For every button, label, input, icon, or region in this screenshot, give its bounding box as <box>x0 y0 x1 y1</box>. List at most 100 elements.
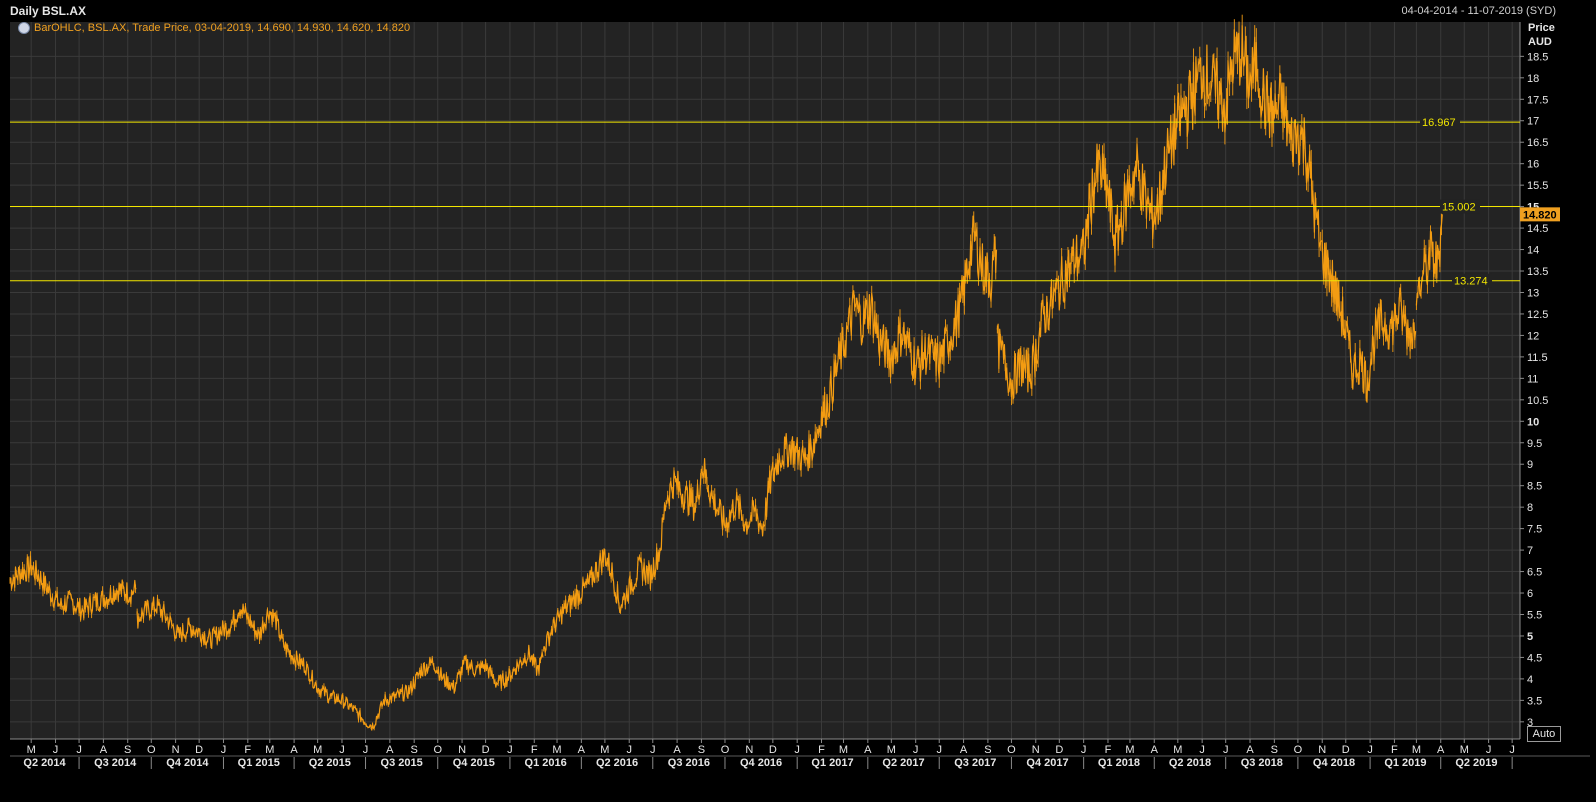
month-tick-label: J <box>507 744 513 756</box>
month-tick-label: N <box>172 744 180 756</box>
month-tick-label: J <box>76 744 82 756</box>
month-tick-label: M <box>1412 744 1421 756</box>
y-tick-label: 6.5 <box>1527 567 1542 579</box>
reference-line-label: 16.967 <box>1422 117 1456 129</box>
auto-scale-button[interactable]: Auto <box>1527 726 1561 742</box>
month-tick-label: D <box>1342 744 1350 756</box>
month-tick-label: M <box>600 744 609 756</box>
month-tick-label: J <box>339 744 345 756</box>
series-legend[interactable]: BarOHLC, BSL.AX, Trade Price, 03-04-2019… <box>18 22 410 34</box>
y-tick-label: 14.5 <box>1527 223 1548 235</box>
month-tick-label: F <box>244 744 251 756</box>
y-tick-label: 8 <box>1527 502 1533 514</box>
quarter-tick-label: Q4 2018 <box>1313 757 1355 769</box>
month-tick-label: J <box>1509 744 1515 756</box>
y-tick-label: 12.5 <box>1527 309 1548 321</box>
y-tick-label: 12 <box>1527 330 1539 342</box>
month-tick-label: S <box>698 744 705 756</box>
month-tick-label: J <box>1199 744 1205 756</box>
month-tick-label: O <box>433 744 442 756</box>
reference-label-bg <box>1452 273 1492 288</box>
month-tick-label: N <box>1032 744 1040 756</box>
reference-line-label: 13.274 <box>1454 276 1488 288</box>
quarter-tick-label: Q3 2015 <box>381 757 423 769</box>
month-tick-label: N <box>1318 744 1326 756</box>
y-tick-label: 11 <box>1527 373 1538 385</box>
month-tick-label: F <box>1105 744 1112 756</box>
month-tick-label: F <box>818 744 825 756</box>
quarter-tick-label: Q2 2016 <box>596 757 638 769</box>
month-tick-label: F <box>1391 744 1398 756</box>
month-tick-label: M <box>1173 744 1182 756</box>
quarter-tick-label: Q3 2018 <box>1241 757 1283 769</box>
plot-area <box>10 22 1520 739</box>
month-tick-label: D <box>482 744 490 756</box>
axis-title-price: Price <box>1528 22 1555 34</box>
month-tick-label: S <box>1271 744 1278 756</box>
quarter-tick-label: Q1 2017 <box>811 757 853 769</box>
month-tick-label: D <box>195 744 203 756</box>
month-tick-label: O <box>1007 744 1016 756</box>
y-tick-label: 13 <box>1527 287 1539 299</box>
y-tick-label: 16 <box>1527 159 1539 171</box>
y-tick-label: 14 <box>1527 245 1539 257</box>
month-tick-label: J <box>1223 744 1229 756</box>
month-tick-label: J <box>913 744 919 756</box>
y-tick-label: 7.5 <box>1527 524 1542 536</box>
month-tick-label: S <box>984 744 991 756</box>
month-tick-label: J <box>794 744 800 756</box>
month-tick-label: F <box>531 744 538 756</box>
last-price-box <box>1520 207 1560 222</box>
month-tick-label: J <box>650 744 656 756</box>
month-tick-label: M <box>1460 744 1469 756</box>
quarter-tick-label: Q1 2015 <box>238 757 280 769</box>
month-tick-label: A <box>578 744 586 756</box>
price-series <box>9 14 1443 731</box>
last-price-label: 14.820 <box>1523 209 1557 221</box>
quarter-tick-label: Q2 2014 <box>23 757 66 769</box>
clock-icon[interactable] <box>18 22 30 34</box>
month-tick-label: J <box>363 744 369 756</box>
quarter-tick-label: Q3 2017 <box>954 757 996 769</box>
y-tick-label: 6 <box>1527 588 1533 600</box>
quarter-tick-label: Q2 2018 <box>1169 757 1211 769</box>
month-tick-label: J <box>1081 744 1087 756</box>
month-tick-label: D <box>1055 744 1063 756</box>
quarter-tick-label: Q4 2014 <box>166 757 209 769</box>
legend-text: BarOHLC, BSL.AX, Trade Price, 03-04-2019… <box>34 22 411 34</box>
y-tick-label: 4.5 <box>1527 652 1542 664</box>
month-tick-label: D <box>769 744 777 756</box>
quarter-tick-label: Q4 2015 <box>453 757 495 769</box>
y-tick-label: 15.5 <box>1527 180 1548 192</box>
quarter-tick-label: Q1 2019 <box>1384 757 1426 769</box>
quarter-tick-label: Q2 2015 <box>309 757 351 769</box>
y-tick-label: 11.5 <box>1527 352 1548 364</box>
month-tick-label: J <box>1367 744 1373 756</box>
month-tick-label: A <box>386 744 394 756</box>
reference-label-bg <box>1440 199 1480 214</box>
reference-label-bg <box>1420 115 1460 130</box>
y-tick-label: 3.5 <box>1527 695 1542 707</box>
month-tick-label: S <box>124 744 131 756</box>
quarter-tick-label: Q2 2019 <box>1455 757 1497 769</box>
month-tick-label: A <box>1246 744 1254 756</box>
month-tick-label: M <box>1125 744 1134 756</box>
y-tick-label: 3 <box>1527 717 1533 729</box>
month-tick-label: J <box>221 744 227 756</box>
y-tick-label: 8.5 <box>1527 481 1542 493</box>
y-tick-label: 9 <box>1527 459 1533 471</box>
quarter-tick-label: Q2 2017 <box>882 757 924 769</box>
y-tick-label: 18.5 <box>1527 51 1548 63</box>
y-tick-label: 5 <box>1527 631 1533 643</box>
quarter-tick-label: Q4 2016 <box>740 757 782 769</box>
y-tick-label: 17 <box>1527 116 1539 128</box>
y-tick-label: 10.5 <box>1527 395 1548 407</box>
reference-line-label: 15.002 <box>1442 202 1476 214</box>
month-tick-label: J <box>1486 744 1492 756</box>
quarter-tick-label: Q1 2016 <box>525 757 567 769</box>
month-tick-label: O <box>721 744 730 756</box>
y-tick-label: 17.5 <box>1527 94 1548 106</box>
quarter-tick-label: Q4 2017 <box>1026 757 1068 769</box>
